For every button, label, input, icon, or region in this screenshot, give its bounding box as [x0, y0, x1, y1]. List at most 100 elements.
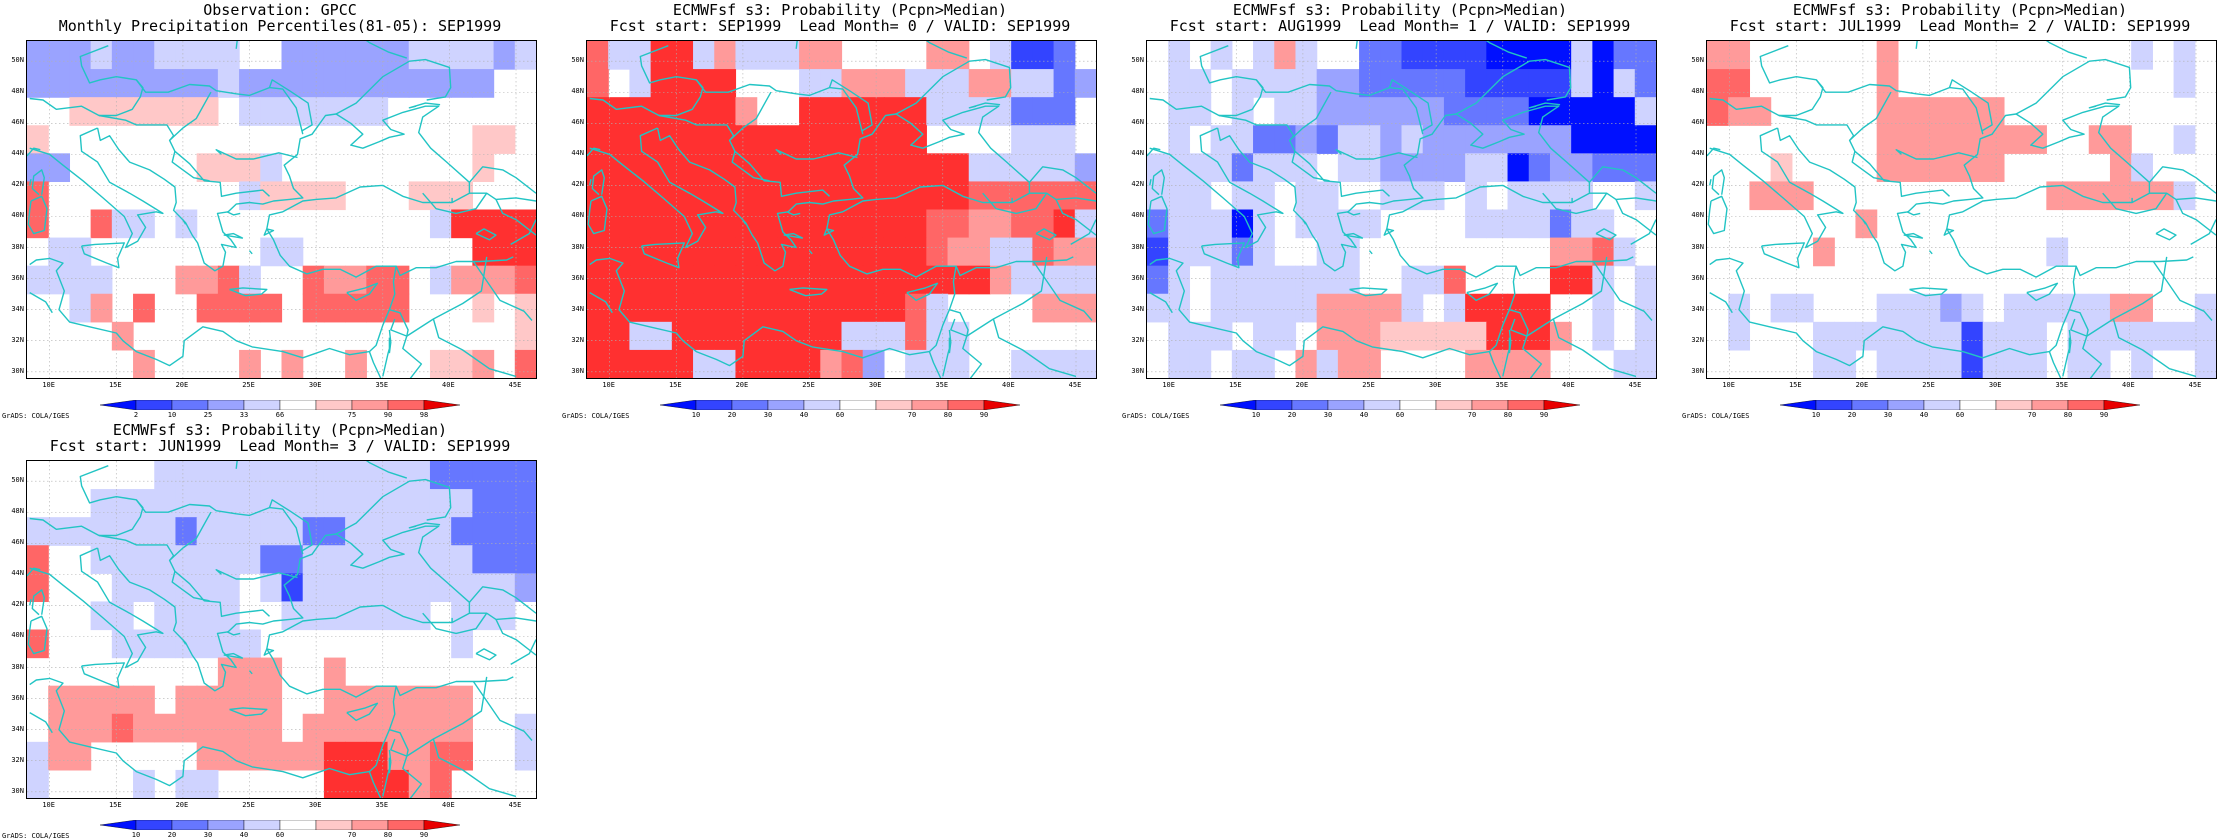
grid-cell [345, 41, 367, 70]
grid-cell [217, 685, 240, 715]
coastline [731, 151, 770, 182]
grid-cell [1147, 265, 1169, 295]
grid-cell [799, 349, 821, 378]
grid-cell [820, 97, 843, 126]
coastline [365, 41, 408, 59]
colorbar-label: 30 [1323, 411, 1333, 419]
grid-cell [217, 461, 240, 490]
grid-cell [111, 209, 134, 239]
coastline [268, 499, 313, 552]
colorbar-label: 30 [203, 831, 213, 839]
grid-cell [196, 573, 219, 603]
grid-cell [1401, 69, 1424, 98]
grid-cell [1613, 69, 1636, 98]
grid-cell [968, 69, 991, 98]
grid-cell [947, 209, 970, 239]
lat-tick-label: 32N [11, 755, 24, 764]
grid-cell [1316, 321, 1339, 351]
grid-cell [408, 713, 431, 743]
grid-cell [587, 321, 609, 351]
coastline [2026, 282, 2059, 302]
colorbar-segment [767, 400, 805, 410]
grid-cell [587, 69, 609, 98]
grid-cell [429, 769, 452, 798]
coastline [1346, 211, 1361, 216]
grid-cell [260, 741, 283, 771]
grid-cell [1507, 209, 1530, 239]
grid-cell [239, 153, 261, 183]
colorbar-segment [351, 820, 389, 830]
grid-cell [1274, 97, 1297, 126]
grid-cell [1876, 97, 1899, 126]
grid-cell [2003, 349, 2026, 378]
grid-cell [1316, 293, 1339, 323]
colorbar-segment [1815, 400, 1853, 410]
grid-cell [714, 153, 737, 183]
grid-cell [1380, 97, 1403, 126]
coastline [395, 676, 514, 697]
grid-cell [714, 181, 737, 211]
lon-tick-label: 35E [375, 381, 389, 389]
coastline [1149, 179, 1152, 186]
coastline [29, 547, 164, 669]
grid-cell [1940, 153, 1963, 183]
grid-cell [1486, 97, 1509, 126]
grid-cell [841, 209, 864, 239]
coastline [1709, 79, 1824, 117]
grid-cell [1253, 265, 1275, 295]
panel-title: ECMWFsf s3: Probability (Pcpn>Median) Fcs… [1120, 2, 1680, 34]
coastline [402, 755, 423, 798]
grid-cell [777, 181, 800, 211]
coastline [335, 478, 452, 535]
grid-cell [239, 489, 261, 518]
grid-cell [1613, 97, 1636, 126]
grid-cell [175, 769, 198, 798]
grid-cell [650, 69, 673, 98]
grid-cell [111, 685, 134, 715]
grid-cell [756, 265, 779, 295]
coastline [31, 169, 45, 196]
colorbar-label: 90 [419, 831, 429, 839]
coastline [729, 91, 772, 141]
colorbar-label: 98 [419, 411, 429, 419]
grid-cell [239, 69, 261, 98]
coastline [1070, 219, 1096, 246]
grid-cell [1940, 349, 1963, 378]
coastline [1335, 149, 1418, 160]
grid-cell [1961, 125, 1984, 154]
grid-cell [1422, 125, 1445, 154]
grid-cell [1401, 97, 1424, 126]
grid-cell [629, 97, 652, 126]
grid-cell [1168, 69, 1191, 98]
grid-cell [608, 153, 631, 183]
lon-tick-label: 40E [2122, 381, 2135, 389]
grid-cell [2131, 349, 2153, 378]
grid-cell [69, 741, 92, 771]
colorbar-label: 10 [1251, 411, 1261, 419]
grid-cell [1359, 69, 1381, 98]
grid-cell [2131, 153, 2153, 183]
coastline [171, 151, 210, 182]
grid-cell [1380, 293, 1403, 323]
coastline [2062, 337, 2071, 377]
grid-cell [841, 237, 864, 267]
grid-cell [175, 489, 198, 518]
grid-cell [1032, 293, 1055, 323]
grid-cell [2173, 41, 2196, 70]
grid-cell [260, 237, 283, 267]
coastline [823, 228, 835, 236]
coastline [906, 282, 939, 302]
grid-cell [1168, 97, 1191, 126]
coastline [2068, 329, 2072, 354]
grid-cell [429, 545, 452, 574]
coastline [182, 639, 187, 645]
colorbar-label: 2 [133, 411, 139, 419]
colorbar-segment [135, 820, 173, 830]
grid-cell [1231, 209, 1254, 239]
coastline [1526, 256, 1608, 337]
coastline [1707, 147, 1721, 157]
grid-cell [1074, 265, 1096, 295]
grid-cell [1549, 125, 1572, 154]
grid-cell [1728, 41, 1751, 70]
colorbar-segment [1327, 400, 1365, 410]
